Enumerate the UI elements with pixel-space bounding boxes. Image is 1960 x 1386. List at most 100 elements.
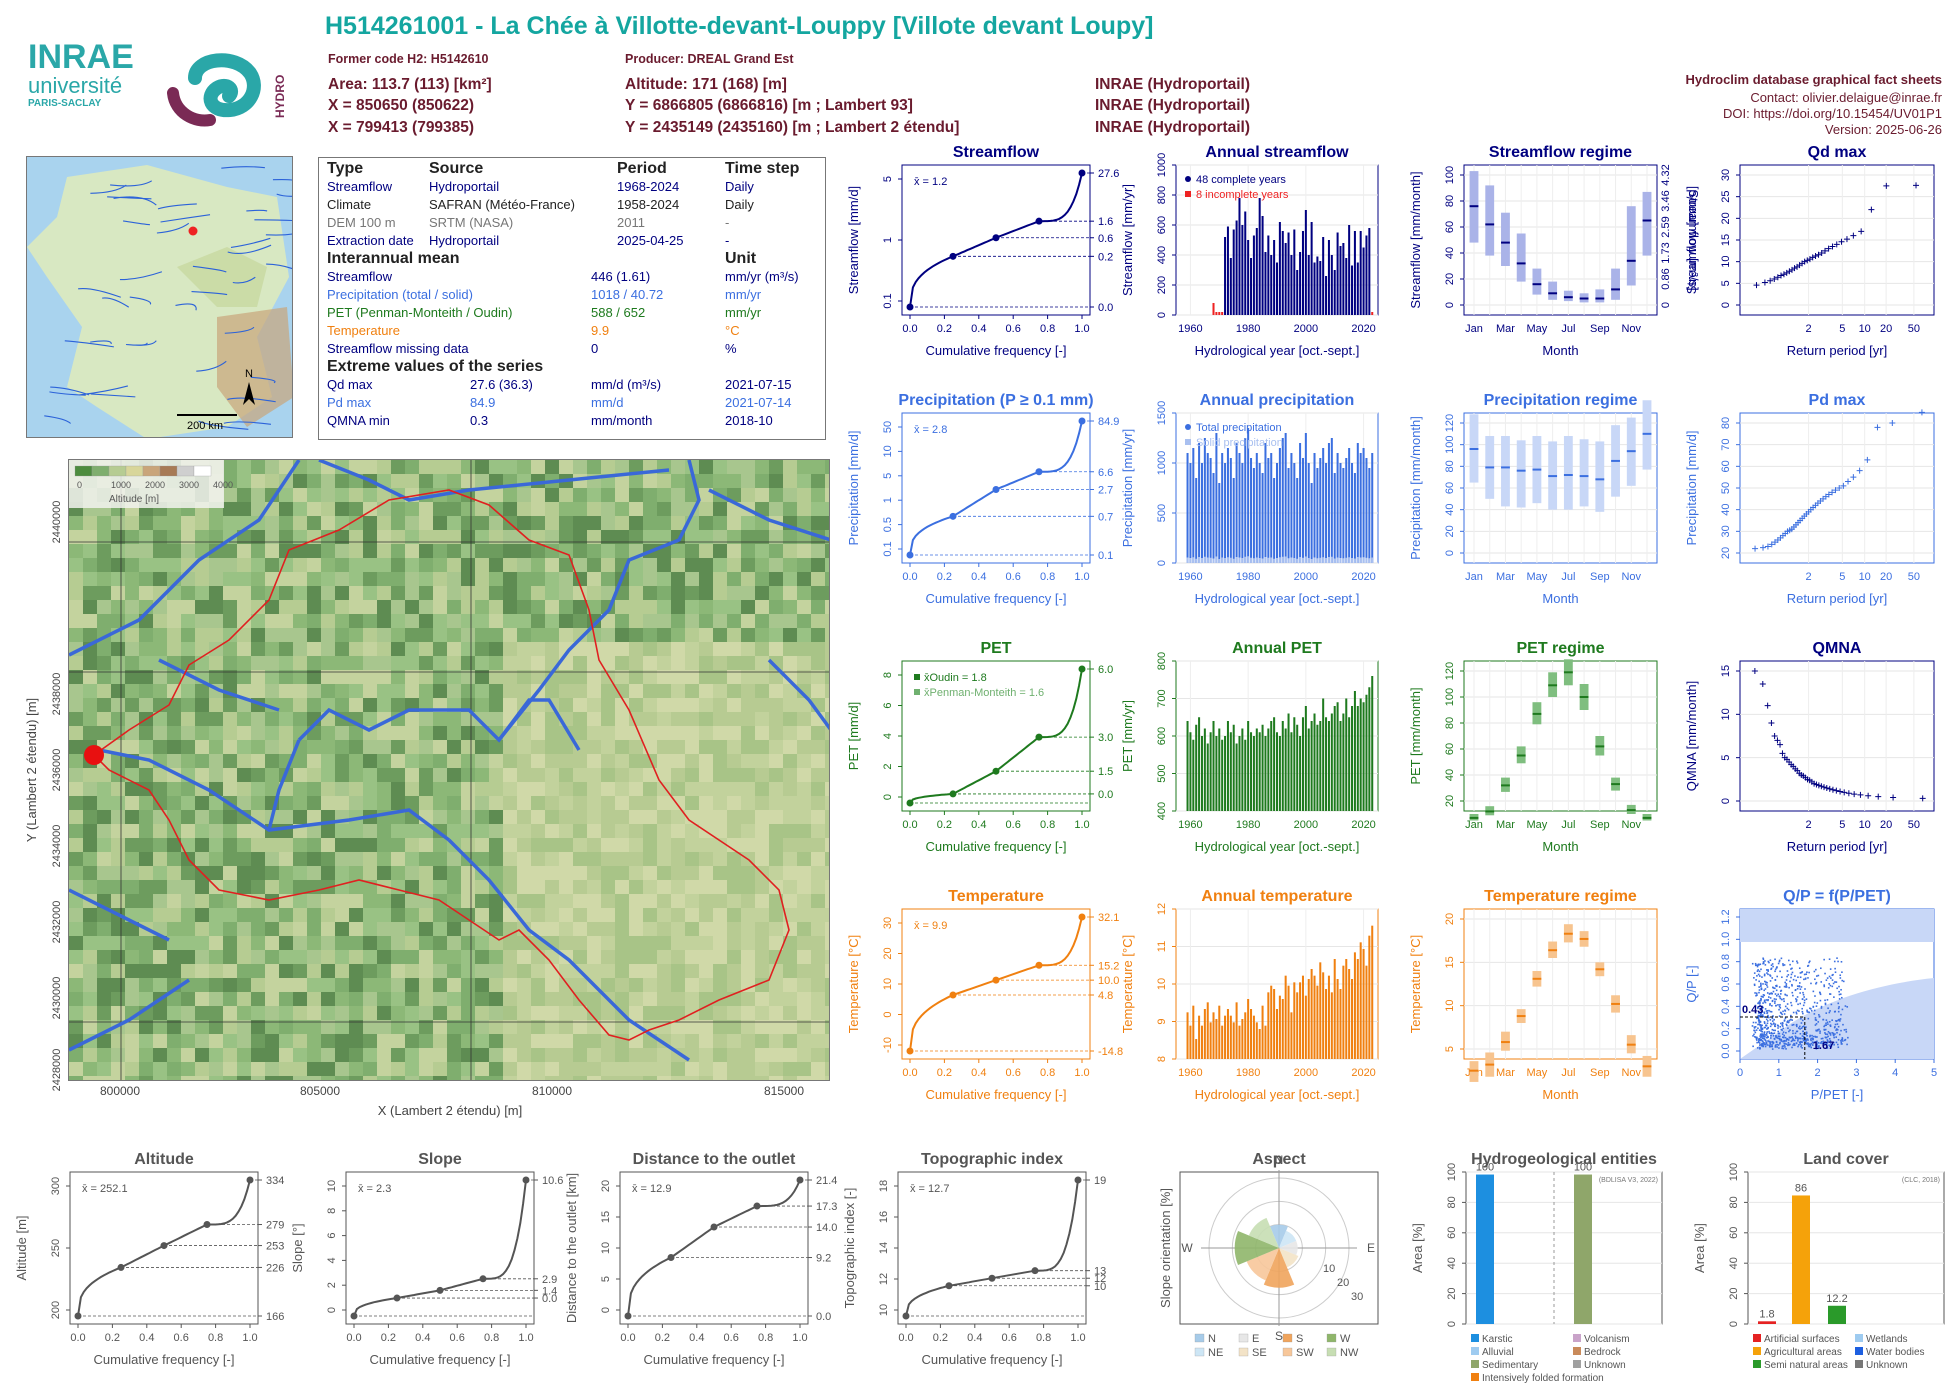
x-tick-label: 2020 <box>1351 1067 1375 1079</box>
solid-bar <box>1244 557 1246 563</box>
y-tick-label: 12 <box>878 1273 890 1285</box>
qp-point <box>1810 1045 1812 1047</box>
y-tick-label: 100 <box>1446 1163 1458 1181</box>
x-tick-label: 2 <box>1815 1067 1821 1079</box>
qp-point <box>1772 1015 1774 1017</box>
annual-bar <box>1233 725 1235 811</box>
table-header-row-cell: Type <box>327 160 363 178</box>
solid-bar <box>1259 558 1261 563</box>
annual-bar <box>1282 231 1284 315</box>
qp-point <box>1796 960 1798 962</box>
qp-point <box>1834 981 1836 983</box>
quantile-point <box>1036 734 1043 741</box>
right-label: 6.0 <box>1098 664 1113 676</box>
annual-bar <box>1348 969 1350 1059</box>
chart-title: Land cover <box>1803 1151 1888 1168</box>
qp-point <box>1762 1040 1764 1042</box>
qp-point <box>1803 1033 1805 1035</box>
qp-point <box>1757 1017 1759 1019</box>
source-1: INRAE (Hydroportail) <box>1095 76 1250 94</box>
qp-point <box>1758 1016 1760 1018</box>
qp-point <box>1762 1028 1764 1030</box>
extreme-row-cell: 2021-07-15 <box>725 376 792 394</box>
qp-point <box>1765 964 1767 966</box>
qp-point <box>1766 999 1768 1001</box>
qp-point <box>1775 1023 1777 1025</box>
quantile-point <box>1079 914 1086 921</box>
solid-bar <box>1250 558 1252 563</box>
qp-point <box>1781 958 1783 960</box>
qp-point <box>1838 1011 1840 1013</box>
qp-point <box>1827 1041 1829 1043</box>
qp-point <box>1767 961 1769 963</box>
x-tick-label: 0.4 <box>689 1332 704 1344</box>
qp-point <box>1767 992 1769 994</box>
qp-point <box>1807 1039 1809 1041</box>
legend-label: Bedrock <box>1584 1347 1622 1358</box>
annual-bar <box>1253 1016 1255 1059</box>
y-tick-label: 60 <box>1444 743 1456 755</box>
qp-point <box>1845 1029 1847 1031</box>
qp-point <box>1779 1038 1781 1040</box>
qp-point <box>1838 986 1840 988</box>
qp-point <box>1777 1024 1779 1026</box>
y-tick-label: 800 <box>1156 652 1168 670</box>
x-tick-label: 0.8 <box>1040 571 1055 583</box>
qp-point <box>1778 1044 1780 1046</box>
y-tick-label: 40 <box>1728 1257 1740 1269</box>
return-point <box>1791 524 1797 530</box>
qp-point <box>1763 1042 1765 1044</box>
annual-bar <box>1348 225 1350 315</box>
right-label: 0.0 <box>1098 302 1113 314</box>
qp-point <box>1756 1042 1758 1044</box>
qp-point <box>1766 984 1768 986</box>
qp-point <box>1833 1042 1835 1044</box>
extreme-row-cell: 2021-07-14 <box>725 394 792 412</box>
qp-point <box>1847 1037 1849 1039</box>
y-tick-label: 0.2 <box>1720 1021 1732 1036</box>
extreme-row-cell: mm/d <box>591 394 624 412</box>
x-tick-label: 20 <box>1880 571 1892 583</box>
qp-point <box>1764 1039 1766 1041</box>
qp-point <box>1757 1024 1759 1026</box>
qp-point <box>1772 963 1774 965</box>
qp-point <box>1818 1029 1820 1031</box>
x-tick-label: 20 <box>1880 819 1892 831</box>
annual-bar <box>1334 959 1336 1059</box>
qp-point <box>1799 1028 1801 1030</box>
qp-point <box>1758 1038 1760 1040</box>
return-point <box>1786 268 1792 274</box>
qp-point <box>1771 1011 1773 1013</box>
qp-point <box>1802 1026 1804 1028</box>
y-tick-label: 9 <box>1156 1018 1168 1024</box>
annual-bar <box>1218 729 1220 812</box>
qp-point <box>1797 1046 1799 1048</box>
qp-point <box>1846 1031 1848 1033</box>
qp-point <box>1756 975 1758 977</box>
quantile-point <box>711 1224 718 1231</box>
qp-point <box>1824 973 1826 975</box>
x-axis-label: Cumulative frequency [-] <box>926 1087 1067 1102</box>
annual-bar <box>1210 458 1212 563</box>
annual-bar <box>1213 473 1215 563</box>
qp-point <box>1801 971 1803 973</box>
x-tick-label: 2020 <box>1351 571 1375 583</box>
qp-point <box>1807 1038 1809 1040</box>
qp-point <box>1763 1012 1765 1014</box>
annual-bar <box>1363 448 1365 563</box>
y-tick-label: 0 <box>1444 550 1456 556</box>
qp-point <box>1754 984 1756 986</box>
qp-point <box>1819 1032 1821 1034</box>
qp-point <box>1759 1039 1761 1041</box>
qp-point <box>1801 1041 1803 1043</box>
plot-frame <box>902 165 1090 315</box>
y-tick-label: 15 <box>1720 665 1732 677</box>
regime-box <box>1627 206 1636 285</box>
qp-point <box>1823 1041 1825 1043</box>
solid-bar <box>1348 557 1350 563</box>
plot-frame <box>1176 909 1378 1059</box>
qp-point <box>1772 1016 1774 1018</box>
qp-point <box>1767 1016 1769 1018</box>
annual-bar <box>1302 976 1304 1059</box>
qp-point <box>1807 1042 1809 1044</box>
